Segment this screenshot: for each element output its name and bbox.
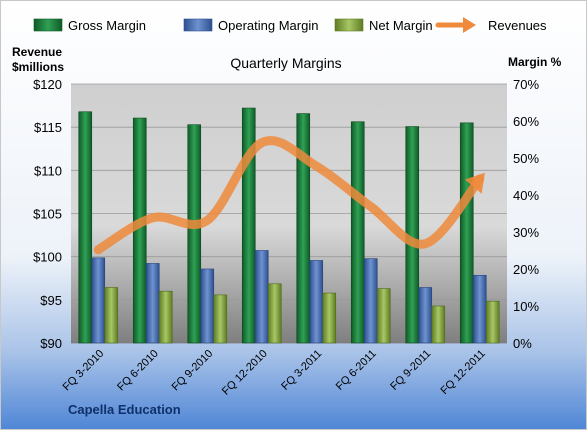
- right-tick-label: 20%: [513, 262, 539, 277]
- operating-margin-bar: [146, 263, 159, 343]
- legend-swatch-operating-margin: [184, 19, 212, 31]
- left-axis-label-line2: $millions: [12, 60, 64, 74]
- net-margin-bar: [159, 291, 172, 343]
- right-axis-label: Margin %: [508, 55, 562, 69]
- left-tick-label: $90: [40, 336, 62, 351]
- operating-margin-bar: [310, 260, 323, 343]
- operating-margin-bar: [364, 259, 377, 343]
- operating-margin-bar: [473, 275, 486, 343]
- left-tick-label: $115: [34, 120, 62, 135]
- legend-label-revenues: Revenues: [488, 18, 547, 33]
- operating-margin-bar: [255, 251, 268, 344]
- net-margin-bar: [432, 306, 445, 343]
- left-tick-label: $110: [34, 163, 62, 178]
- legend-swatch-gross-margin: [34, 19, 62, 31]
- operating-margin-bar: [419, 288, 432, 344]
- legend-item-operating-margin: Operating Margin: [184, 18, 318, 33]
- legend-item-net-margin: Net Margin: [335, 18, 433, 33]
- net-margin-bar: [268, 284, 281, 343]
- gross-margin-bar: [460, 123, 473, 343]
- gross-margin-bar: [242, 108, 255, 343]
- legend-item-gross-margin: Gross Margin: [34, 18, 146, 33]
- company-label: Capella Education: [68, 402, 181, 417]
- right-tick-label: 40%: [513, 188, 539, 203]
- chart-title: Quarterly Margins: [230, 55, 341, 71]
- gross-margin-bar: [188, 125, 201, 343]
- operating-margin-bar: [92, 258, 105, 343]
- net-margin-bar: [323, 293, 336, 343]
- net-margin-bar: [105, 288, 118, 344]
- right-tick-label: 50%: [513, 151, 539, 166]
- right-tick-label: 0%: [513, 336, 532, 351]
- net-margin-bar: [377, 289, 390, 343]
- gross-margin-bar: [79, 112, 92, 343]
- left-axis-label-line1: Revenue: [12, 45, 62, 59]
- legend-label-operating-margin: Operating Margin: [218, 18, 318, 33]
- left-tick-label: $95: [40, 293, 62, 308]
- right-tick-label: 30%: [513, 225, 539, 240]
- legend-label-gross-margin: Gross Margin: [68, 18, 146, 33]
- right-tick-label: 60%: [513, 114, 539, 129]
- left-tick-label: $105: [33, 207, 62, 222]
- net-margin-bar: [214, 295, 227, 343]
- operating-margin-bar: [201, 269, 214, 343]
- legend-label-net-margin: Net Margin: [369, 18, 433, 33]
- legend-swatch-net-margin: [335, 19, 363, 31]
- right-tick-label: 10%: [513, 299, 539, 314]
- left-tick-label: $100: [33, 250, 62, 265]
- gross-margin-bar: [297, 114, 310, 343]
- gross-margin-bar: [351, 122, 364, 343]
- net-margin-bar: [486, 301, 499, 343]
- right-tick-label: 70%: [513, 77, 539, 92]
- left-tick-label: $120: [33, 77, 62, 92]
